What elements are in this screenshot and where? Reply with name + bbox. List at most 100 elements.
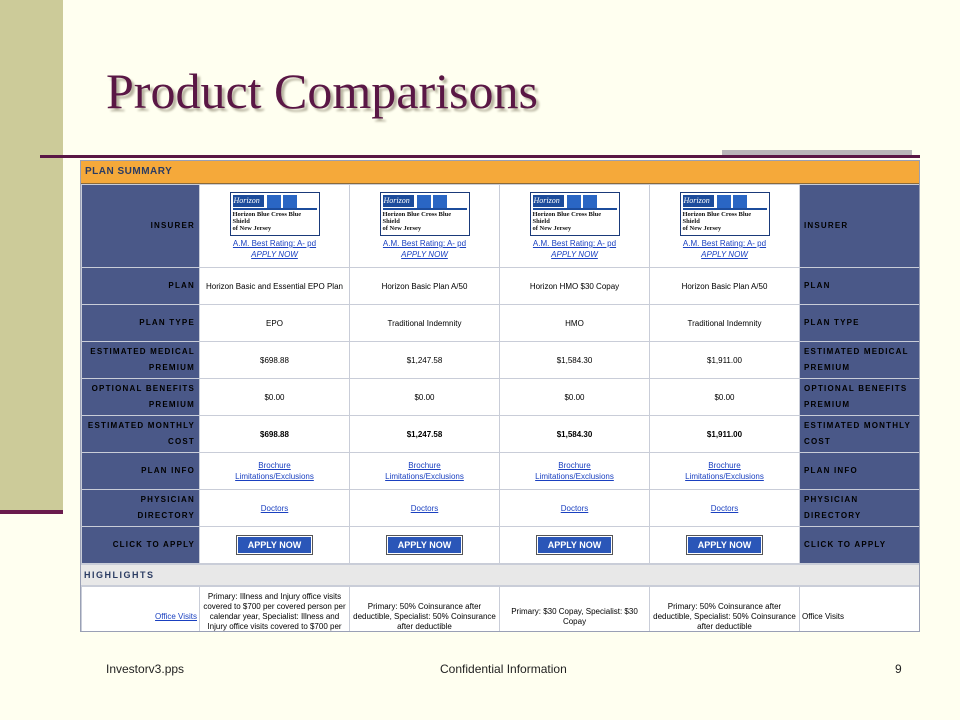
row-label-plan: PLAN [81,267,200,305]
blue-cross-icon [266,195,281,208]
directory-cell: Doctors [499,489,650,527]
row-label-click-to-apply: CLICK TO APPLY [81,526,200,564]
limitations-link[interactable]: Limitations/Exclusions [685,472,764,481]
horizon-logo[interactable]: Horizon Horizon Blue Cross Blue Shield of … [679,192,770,236]
limitations-link[interactable]: Limitations/Exclusions [385,472,464,481]
monthly-cost: $1,247.58 [349,415,500,453]
brochure-link[interactable]: Brochure [258,461,291,470]
office-visits-link[interactable]: Office Visits [155,612,197,621]
optional-premium: $0.00 [499,378,650,416]
directory-cell: Doctors [349,489,500,527]
plan-type: Traditional Indemnity [649,304,800,342]
best-rating-link[interactable]: A.M. Best Rating: A- pd [682,239,767,248]
best-rating-link[interactable]: A.M. Best Rating: A- pd [232,239,317,248]
plan-type: Traditional Indemnity [349,304,500,342]
office-visits-row: Office Visits Primary: Illness and Injur… [81,586,919,631]
logo-text: Horizon Blue Cross Blue Shield of New Jer… [532,211,602,232]
row-label-insurer: INSURER [81,184,200,268]
plan-info-cell: Brochure Limitations/Exclusions [649,452,800,490]
apply-now-button[interactable]: APPLY NOW [235,535,314,555]
logo-swoosh [382,208,467,210]
apply-now-link[interactable]: APPLY NOW [701,250,748,259]
plan-name: Horizon HMO $30 Copay [499,267,650,305]
apply-now-button-label: APPLY NOW [237,537,312,553]
monthly-cost-row: ESTIMATED MONTHLY COST $698.88 $1,247.58… [81,415,919,453]
plan-name: Horizon Basic Plan A/50 [649,267,800,305]
highlights-table: Office Visits Primary: Illness and Injur… [81,586,919,631]
side-accent-bar [0,0,63,514]
row-label-click-to-apply-right: CLICK TO APPLY [799,526,919,564]
best-rating-link[interactable]: A.M. Best Rating: A- pd [532,239,617,248]
optional-premium: $0.00 [199,378,350,416]
footer-page-number: 9 [895,662,902,676]
office-visits-value: Primary: 50% Coinsurance after deductibl… [649,586,800,631]
logo-text: Horizon Blue Cross Blue Shield of New Jer… [382,211,452,232]
medical-premium: $1,584.30 [499,341,650,379]
row-label-plan-right: PLAN [799,267,919,305]
logo-text: Horizon Blue Cross Blue Shield of New Jer… [232,211,302,232]
horizon-brand: Horizon [532,195,564,207]
footer-filename: Investorv3.pps [106,662,185,676]
brochure-link[interactable]: Brochure [558,461,591,470]
row-label-optional-premium-right: OPTIONAL BENEFITS PREMIUM [799,378,919,416]
plan-name: Horizon Basic and Essential EPO Plan [199,267,350,305]
apply-now-link[interactable]: APPLY NOW [251,250,298,259]
plan-name: Horizon Basic Plan A/50 [349,267,500,305]
apply-cell: APPLY NOW [649,526,800,564]
medical-premium: $1,911.00 [649,341,800,379]
blue-cross-icon [716,195,731,208]
doctors-link[interactable]: Doctors [260,503,289,513]
apply-now-button[interactable]: APPLY NOW [685,535,764,555]
limitations-link[interactable]: Limitations/Exclusions [535,472,614,481]
logo-swoosh [682,208,767,210]
plan-info-cell: Brochure Limitations/Exclusions [349,452,500,490]
apply-now-link[interactable]: APPLY NOW [551,250,598,259]
best-rating-link[interactable]: A.M. Best Rating: A- pd [382,239,467,248]
limitations-link[interactable]: Limitations/Exclusions [235,472,314,481]
plan-type-row: PLAN TYPE EPO Traditional Indemnity HMO … [81,304,919,342]
apply-now-button-label: APPLY NOW [387,537,462,553]
logo-swoosh [532,208,617,210]
brochure-link[interactable]: Brochure [408,461,441,470]
horizon-logo[interactable]: Horizon Horizon Blue Cross Blue Shield of … [229,192,320,236]
title-rule [40,155,920,158]
apply-now-button-label: APPLY NOW [537,537,612,553]
medical-premium-row: ESTIMATED MEDICAL PREMIUM $698.88 $1,247… [81,341,919,379]
plan-type: HMO [499,304,650,342]
medical-premium: $1,247.58 [349,341,500,379]
doctors-link[interactable]: Doctors [560,503,589,513]
horizon-brand: Horizon [382,195,414,207]
row-label-monthly-cost-right: ESTIMATED MONTHLY COST [799,415,919,453]
horizon-brand: Horizon [232,195,264,207]
row-label-plan-info-right: PLAN INFO [799,452,919,490]
horizon-logo[interactable]: Horizon Horizon Blue Cross Blue Shield of … [379,192,470,236]
row-label-plan-info: PLAN INFO [81,452,200,490]
row-label-monthly-cost: ESTIMATED MONTHLY COST [81,415,200,453]
logo-swoosh [232,208,317,210]
slide-title: Product Comparisons [106,63,538,119]
blue-cross-icon [416,195,431,208]
row-label-insurer-right: INSURER [799,184,919,268]
office-visits-value: Primary: $30 Copay, Specialist: $30 Copa… [499,586,650,631]
apply-cell: APPLY NOW [199,526,350,564]
directory-cell: Doctors [199,489,350,527]
blue-shield-icon [432,195,447,208]
blue-cross-icon [566,195,581,208]
apply-now-button[interactable]: APPLY NOW [535,535,614,555]
optional-premium: $0.00 [349,378,500,416]
monthly-cost: $1,911.00 [649,415,800,453]
apply-cell: APPLY NOW [499,526,650,564]
directory-cell: Doctors [649,489,800,527]
doctors-link[interactable]: Doctors [710,503,739,513]
blue-shield-icon [582,195,597,208]
logo-text: Horizon Blue Cross Blue Shield of New Jer… [682,211,752,232]
horizon-brand: Horizon [682,195,714,207]
brochure-link[interactable]: Brochure [708,461,741,470]
horizon-logo[interactable]: Horizon Horizon Blue Cross Blue Shield of … [529,192,620,236]
optional-premium-row: OPTIONAL BENEFITS PREMIUM $0.00 $0.00 $0… [81,378,919,416]
plan-summary-header: PLAN SUMMARY [81,161,919,184]
plan-row: PLAN Horizon Basic and Essential EPO Pla… [81,267,919,305]
doctors-link[interactable]: Doctors [410,503,439,513]
apply-now-button[interactable]: APPLY NOW [385,535,464,555]
apply-now-link[interactable]: APPLY NOW [401,250,448,259]
